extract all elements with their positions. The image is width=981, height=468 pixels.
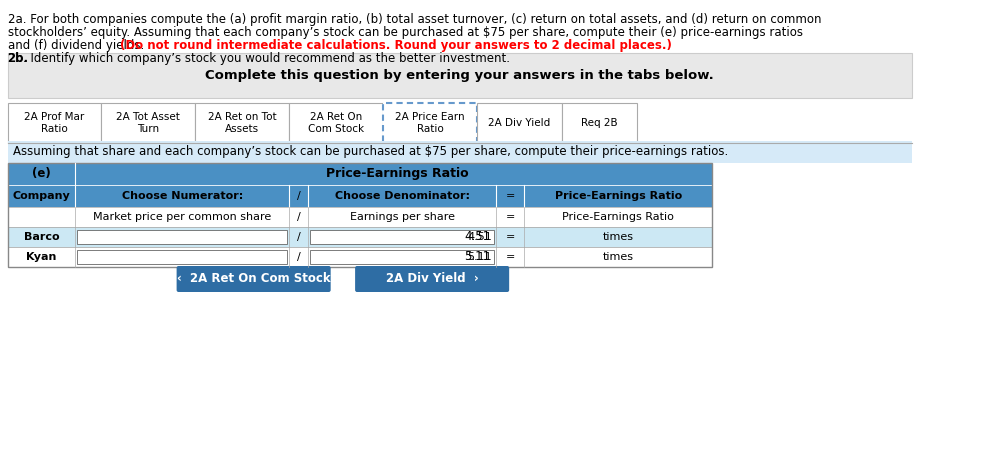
FancyBboxPatch shape	[384, 103, 477, 143]
Text: Earnings per share: Earnings per share	[349, 212, 454, 222]
Text: 2A Tot Asset
Turn: 2A Tot Asset Turn	[117, 112, 181, 134]
Text: Assuming that share and each company’s stock can be purchased at $75 per share, : Assuming that share and each company’s s…	[13, 146, 729, 159]
FancyBboxPatch shape	[355, 266, 509, 292]
Text: Barco: Barco	[24, 232, 59, 242]
Text: =: =	[505, 252, 515, 262]
Text: /: /	[297, 232, 300, 242]
FancyBboxPatch shape	[8, 247, 712, 267]
Text: Choose Numerator:: Choose Numerator:	[122, 191, 243, 201]
FancyBboxPatch shape	[77, 250, 287, 264]
Text: 2A Ret On
Com Stock: 2A Ret On Com Stock	[308, 112, 364, 134]
FancyBboxPatch shape	[195, 103, 289, 143]
FancyBboxPatch shape	[310, 230, 494, 244]
Text: 2A Price Earn
Ratio: 2A Price Earn Ratio	[395, 112, 465, 134]
Text: 5.11: 5.11	[468, 252, 492, 262]
FancyBboxPatch shape	[289, 103, 384, 143]
Text: and (f) dividend yields.: and (f) dividend yields.	[8, 39, 147, 52]
Text: Price-Earnings Ratio: Price-Earnings Ratio	[554, 191, 682, 201]
Text: Price-Earnings Ratio: Price-Earnings Ratio	[562, 212, 674, 222]
Text: 4.51: 4.51	[464, 231, 490, 243]
Text: =: =	[505, 191, 515, 201]
FancyBboxPatch shape	[310, 250, 494, 264]
Text: 2b.: 2b.	[8, 52, 28, 65]
Text: 2b. Identify which company’s stock you would recommend as the better investment.: 2b. Identify which company’s stock you w…	[8, 52, 509, 65]
Text: 2A Div Yield: 2A Div Yield	[489, 118, 550, 128]
FancyBboxPatch shape	[177, 266, 331, 292]
FancyBboxPatch shape	[562, 103, 637, 143]
Text: (Do not round intermediate calculations. Round your answers to 2 decimal places.: (Do not round intermediate calculations.…	[120, 39, 672, 52]
Text: (e): (e)	[32, 168, 51, 181]
Text: Complete this question by entering your answers in the tabs below.: Complete this question by entering your …	[205, 69, 714, 82]
Text: /: /	[297, 212, 300, 222]
Text: times: times	[602, 252, 634, 262]
FancyBboxPatch shape	[8, 103, 101, 143]
Text: stockholders’ equity. Assuming that each company’s stock can be purchased at $75: stockholders’ equity. Assuming that each…	[8, 26, 802, 39]
FancyBboxPatch shape	[8, 227, 712, 247]
Text: /: /	[297, 252, 300, 262]
Text: Market price per common share: Market price per common share	[93, 212, 272, 222]
Text: 2a. For both companies compute the (a) profit margin ratio, (b) total asset turn: 2a. For both companies compute the (a) p…	[8, 13, 821, 26]
FancyBboxPatch shape	[8, 53, 912, 98]
Text: =: =	[505, 232, 515, 242]
Text: 2A Prof Mar
Ratio: 2A Prof Mar Ratio	[25, 112, 84, 134]
Text: =: =	[505, 212, 515, 222]
Text: ‹  2A Ret On Com Stock: ‹ 2A Ret On Com Stock	[177, 272, 331, 285]
Text: Price-Earnings Ratio: Price-Earnings Ratio	[326, 168, 469, 181]
FancyBboxPatch shape	[477, 103, 562, 143]
Text: 4.51: 4.51	[468, 232, 492, 242]
FancyBboxPatch shape	[101, 103, 195, 143]
Text: 5.11: 5.11	[464, 250, 490, 263]
Text: Choose Denominator:: Choose Denominator:	[335, 191, 470, 201]
Text: 2A Div Yield  ›: 2A Div Yield ›	[386, 272, 479, 285]
Text: Company: Company	[13, 191, 71, 201]
Text: 2A Ret on Tot
Assets: 2A Ret on Tot Assets	[208, 112, 277, 134]
Text: Kyan: Kyan	[26, 252, 57, 262]
FancyBboxPatch shape	[8, 207, 712, 227]
Text: /: /	[297, 191, 300, 201]
Text: Req 2B: Req 2B	[581, 118, 618, 128]
FancyBboxPatch shape	[8, 141, 912, 163]
FancyBboxPatch shape	[8, 163, 712, 185]
FancyBboxPatch shape	[8, 185, 712, 207]
FancyBboxPatch shape	[77, 230, 287, 244]
Text: times: times	[602, 232, 634, 242]
